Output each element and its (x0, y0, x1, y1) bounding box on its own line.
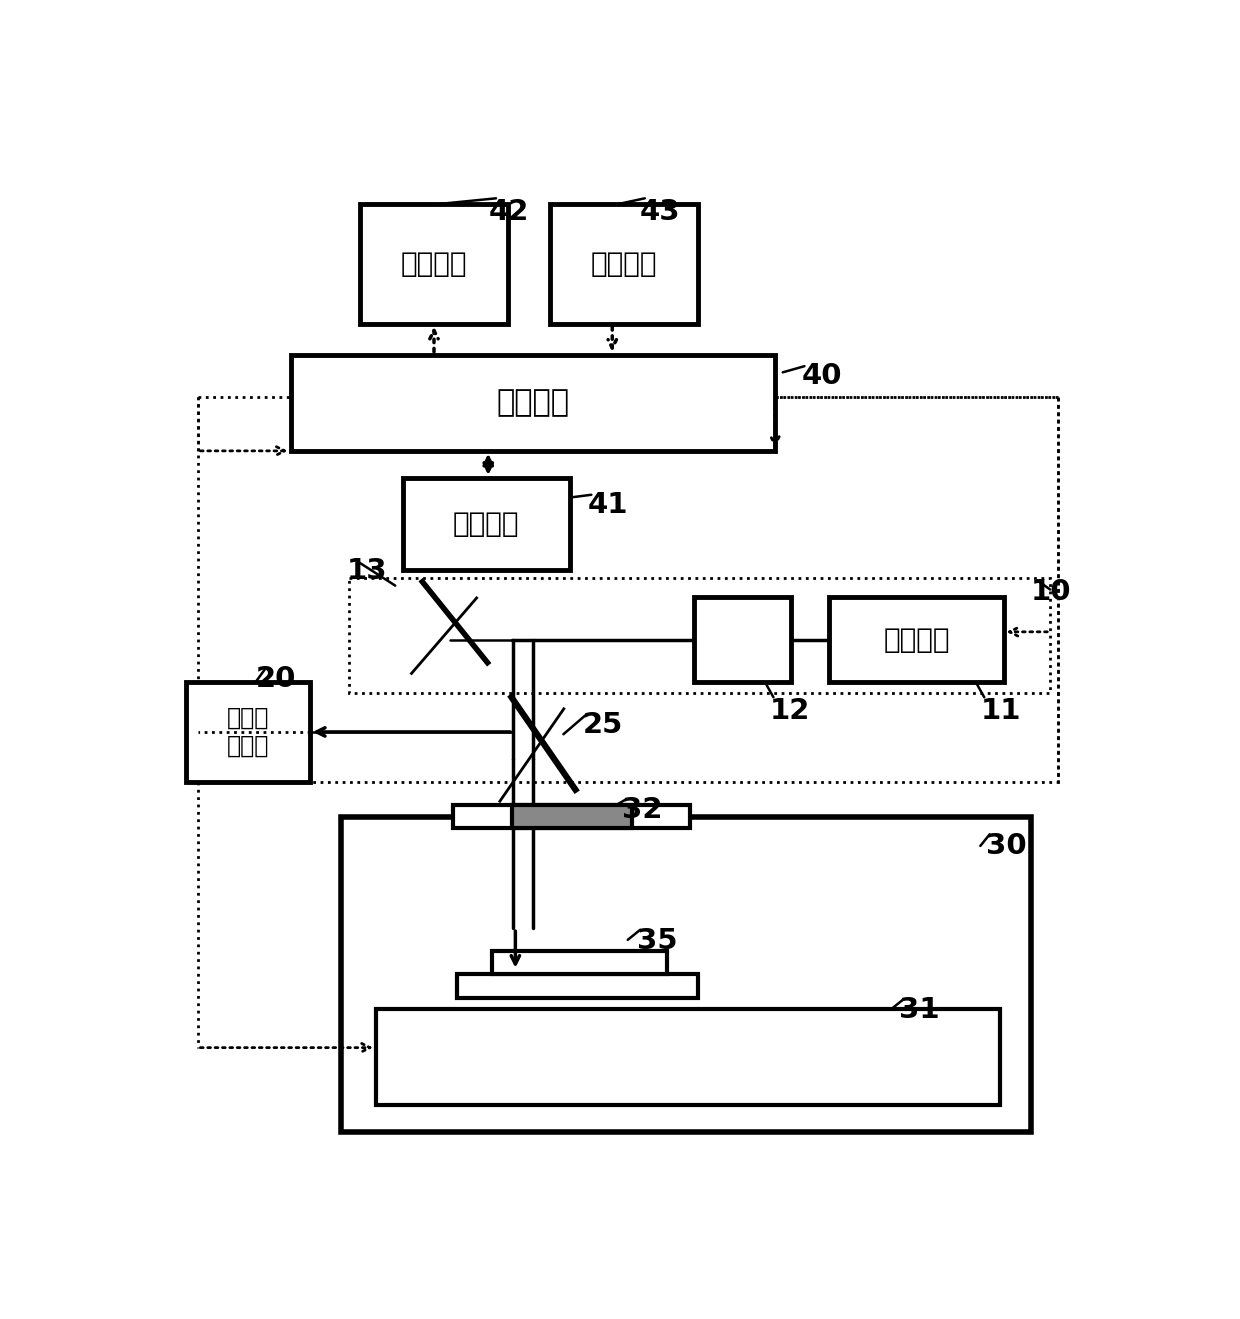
Text: 41: 41 (588, 491, 627, 518)
Text: 43: 43 (640, 198, 680, 227)
Text: 13: 13 (346, 557, 387, 586)
Bar (290, 355, 775, 451)
Text: 30: 30 (986, 832, 1027, 860)
Text: 10: 10 (1030, 578, 1071, 605)
Bar (197, 397, 1058, 782)
Bar (348, 578, 1050, 694)
Bar (551, 204, 697, 324)
Text: 32: 32 (621, 795, 662, 824)
Bar (492, 951, 667, 975)
Text: 输入装置: 输入装置 (590, 251, 657, 278)
Text: 输出装置: 输出装置 (401, 251, 467, 278)
Bar (341, 816, 1030, 1132)
Bar (376, 1009, 999, 1105)
Text: 25: 25 (583, 711, 622, 739)
Bar (511, 805, 631, 828)
Bar (458, 975, 697, 997)
Text: 31: 31 (899, 996, 940, 1024)
Text: 红外线
检测仪: 红外线 检测仪 (227, 706, 269, 758)
Text: 20: 20 (255, 665, 296, 692)
Bar (454, 805, 689, 828)
Text: 35: 35 (637, 927, 677, 955)
Text: 11: 11 (981, 698, 1021, 725)
Bar (693, 598, 791, 682)
Text: 处理装置: 处理装置 (496, 388, 569, 417)
Text: 40: 40 (802, 363, 843, 390)
Text: 12: 12 (770, 698, 810, 725)
Bar (186, 682, 310, 782)
Bar (403, 477, 569, 570)
Text: 42: 42 (489, 198, 528, 227)
Bar (830, 598, 1003, 682)
Text: 激光光源: 激光光源 (883, 625, 950, 653)
Bar (361, 204, 507, 324)
Text: 存储装置: 存储装置 (453, 510, 520, 538)
